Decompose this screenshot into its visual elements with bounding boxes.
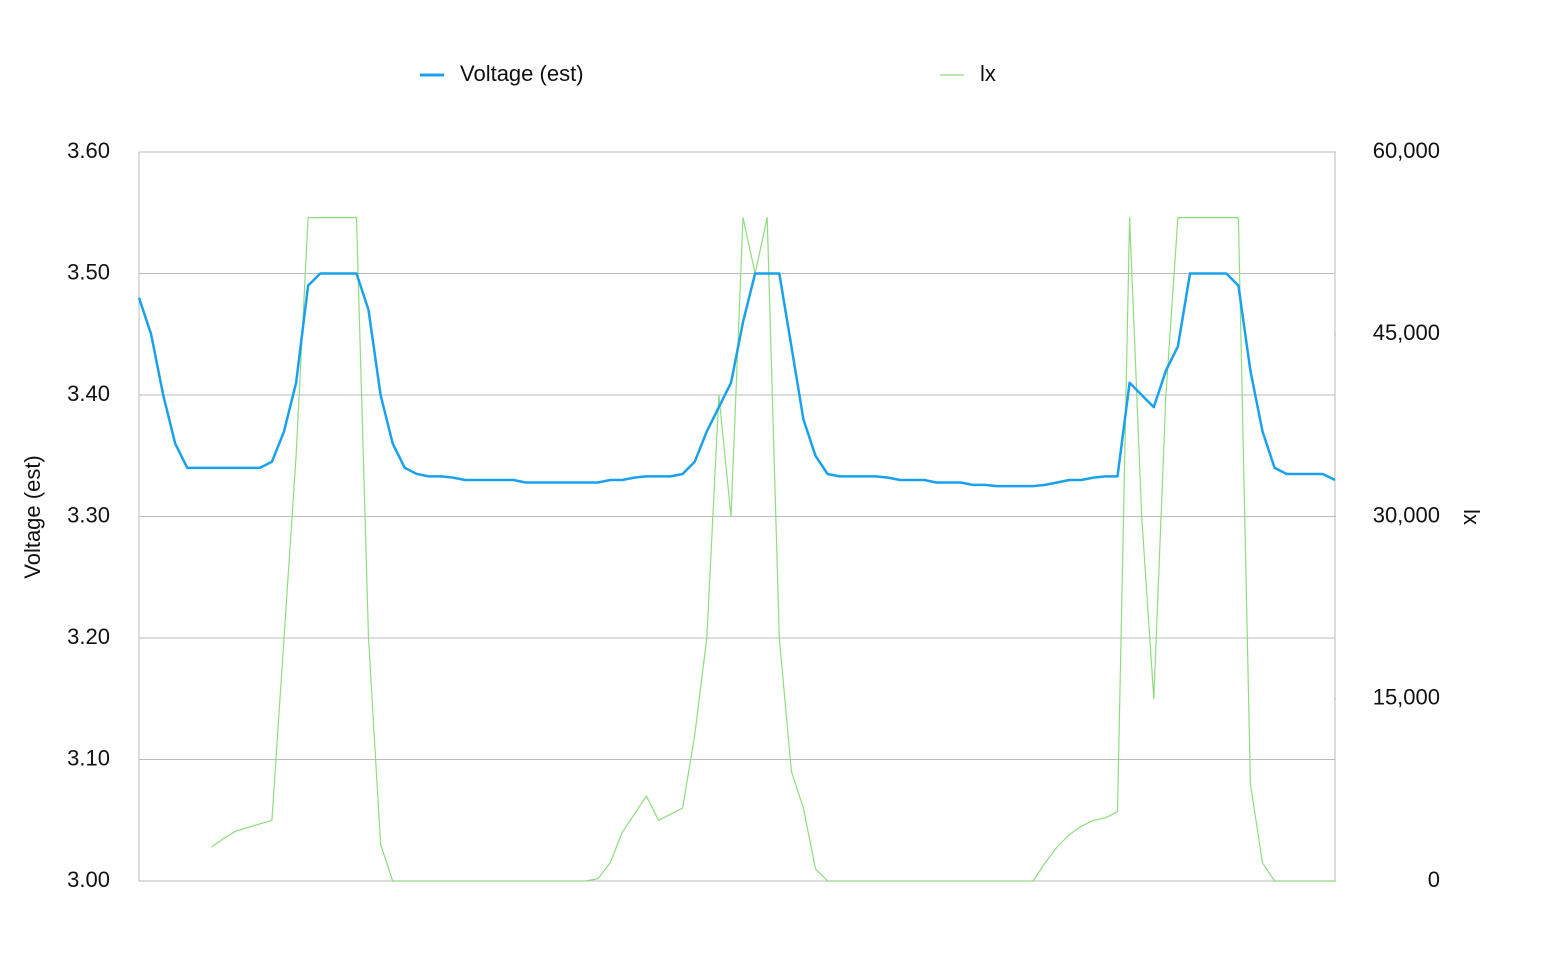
y-tick-label: 3.20 (67, 624, 110, 649)
y-tick-label: 3.40 (67, 381, 110, 406)
legend-label: Voltage (est) (460, 61, 584, 86)
y2-tick-label: 30,000 (1373, 502, 1440, 527)
y-tick-label: 3.30 (67, 502, 110, 527)
y2-tick-label: 0 (1428, 867, 1440, 892)
y-tick-label: 3.50 (67, 259, 110, 284)
y-tick-label: 3.00 (67, 867, 110, 892)
y2-axis-label: lx (1459, 509, 1484, 525)
y2-tick-label: 45,000 (1373, 320, 1440, 345)
legend-label: lx (980, 61, 996, 86)
y-tick-label: 3.10 (67, 745, 110, 770)
y-tick-label: 3.60 (67, 138, 110, 163)
y-axis-label: Voltage (est) (20, 455, 45, 579)
series-line (137, 272, 1336, 488)
y2-tick-label: 15,000 (1373, 685, 1440, 710)
y2-tick-label: 60,000 (1373, 138, 1440, 163)
series-line (211, 217, 1335, 882)
